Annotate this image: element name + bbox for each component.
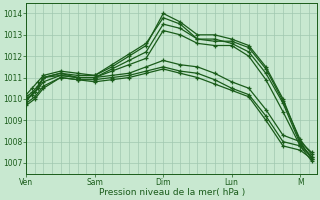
X-axis label: Pression niveau de la mer( hPa ): Pression niveau de la mer( hPa ) [99, 188, 245, 197]
